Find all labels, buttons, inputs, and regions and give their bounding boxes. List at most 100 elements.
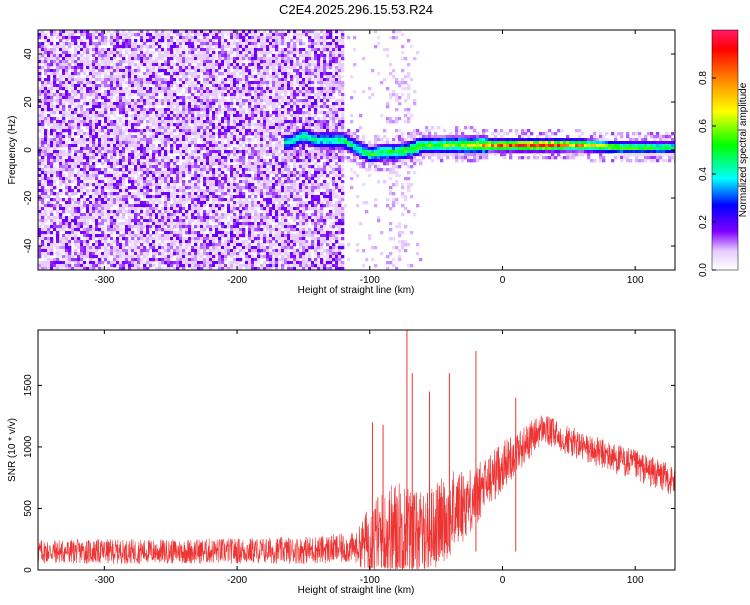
heatmap-cell: [110, 243, 114, 247]
heatmap-cell: [38, 60, 42, 64]
heatmap-cell: [212, 252, 216, 256]
heatmap-cell: [92, 135, 96, 139]
heatmap-cell: [71, 237, 75, 241]
heatmap-cell: [221, 39, 225, 43]
heatmap-cell: [62, 99, 66, 103]
heatmap-cell: [182, 225, 186, 229]
heatmap-cell: [230, 138, 234, 142]
heatmap-cell: [41, 249, 45, 253]
heatmap-cell: [263, 105, 267, 109]
heatmap-cell: [116, 132, 120, 136]
heatmap-cell: [254, 195, 258, 199]
heatmap-cell: [65, 153, 69, 157]
heatmap-cell: [128, 96, 132, 100]
heatmap-cell: [230, 120, 234, 124]
heatmap-cell: [92, 75, 96, 79]
heatmap-cell: [158, 213, 162, 217]
heatmap-cell: [242, 123, 246, 127]
heatmap-cell: [47, 120, 51, 124]
heatmap-cell: [59, 120, 63, 124]
heatmap-cell: [71, 90, 75, 94]
heatmap-cell: [137, 132, 141, 136]
heatmap-cell: [233, 252, 237, 256]
heatmap-cell: [146, 114, 150, 118]
heatmap-cell: [131, 186, 135, 190]
heatmap-cell: [80, 195, 84, 199]
heatmap-cell: [209, 135, 213, 139]
heatmap-cell: [152, 42, 156, 46]
heatmap-cell: [176, 195, 180, 199]
heatmap-cell: [137, 135, 141, 139]
heatmap-cell: [143, 177, 147, 181]
heatmap-cell: [173, 81, 177, 85]
heatmap-cell: [164, 216, 168, 220]
heatmap-cell: [227, 138, 231, 142]
heatmap-cell: [188, 252, 192, 256]
heatmap-cell: [41, 123, 45, 127]
heatmap-cell: [155, 189, 159, 193]
heatmap-cell: [44, 228, 48, 232]
heatmap-cell: [140, 147, 144, 151]
heatmap-cell: [53, 132, 57, 136]
heatmap-cell: [218, 66, 222, 70]
heatmap-cell: [191, 99, 195, 103]
heatmap-cell: [203, 252, 207, 256]
heatmap-cell: [257, 69, 261, 73]
heatmap-cell: [53, 264, 57, 268]
heatmap-cell: [224, 30, 228, 34]
heatmap-cell: [119, 87, 123, 91]
heatmap-cell: [38, 267, 42, 270]
heatmap-cell: [77, 147, 81, 151]
heatmap-cell: [50, 252, 54, 256]
heatmap-cell: [155, 171, 159, 175]
heatmap-cell: [257, 162, 261, 166]
heatmap-cell: [116, 123, 120, 127]
heatmap-cell: [104, 72, 108, 76]
heatmap-cell: [212, 93, 216, 97]
heatmap-cell: [263, 231, 267, 235]
heatmap-cell: [86, 240, 90, 244]
heatmap-cell: [74, 144, 78, 148]
heatmap-cell: [74, 210, 78, 214]
heatmap-cell: [245, 99, 249, 103]
heatmap-cell: [92, 198, 96, 202]
heatmap-cell: [110, 69, 114, 73]
heatmap-cell: [164, 78, 168, 82]
heatmap-cell: [248, 228, 252, 232]
heatmap-cell: [113, 198, 117, 202]
heatmap-cell: [188, 144, 192, 148]
heatmap-cell: [224, 54, 228, 58]
heatmap-cell: [77, 81, 81, 85]
heatmap-cell: [146, 93, 150, 97]
heatmap-cell: [113, 156, 117, 160]
heatmap-cell: [215, 63, 219, 67]
heatmap-cell: [125, 39, 129, 43]
heatmap-cell: [215, 210, 219, 214]
heatmap-cell: [59, 63, 63, 67]
heatmap-cell: [113, 123, 117, 127]
heatmap-cell: [203, 192, 207, 196]
heatmap-cell: [167, 36, 171, 40]
heatmap-cell: [206, 213, 210, 217]
heatmap-cell: [95, 225, 99, 229]
heatmap-cell: [221, 222, 225, 226]
heatmap-cell: [56, 93, 60, 97]
heatmap-cell: [203, 180, 207, 184]
heatmap-cell: [203, 249, 207, 253]
heatmap-cell: [251, 264, 255, 268]
heatmap-cell: [218, 72, 222, 76]
heatmap-cell: [227, 168, 231, 172]
heatmap-cell: [149, 261, 153, 265]
heatmap-cell: [236, 117, 240, 121]
heatmap-cell: [242, 174, 246, 178]
heatmap-cell: [65, 219, 69, 223]
heatmap-cell: [188, 162, 192, 166]
heatmap-cell: [74, 186, 78, 190]
heatmap-cell: [68, 234, 72, 238]
heatmap-cell: [38, 234, 42, 238]
heatmap-cell: [68, 240, 72, 244]
heatmap-cell: [86, 252, 90, 256]
heatmap-cell: [50, 186, 54, 190]
heatmap-cell: [257, 96, 261, 100]
heatmap-cell: [53, 129, 57, 133]
